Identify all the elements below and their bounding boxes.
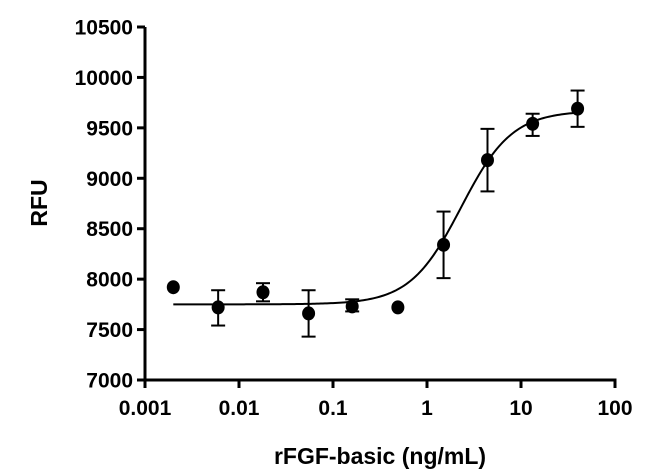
data-points-group (166, 101, 585, 321)
data-point (256, 285, 270, 300)
data-point (211, 300, 225, 315)
x-tick-label: 0.1 (318, 397, 348, 420)
x-tick-label: 0.001 (119, 397, 172, 420)
x-axis-title: rFGF-basic (ng/mL) (274, 443, 486, 469)
fit-curve (173, 111, 578, 306)
y-tick-label: 9000 (86, 168, 133, 191)
y-tick-label: 8500 (86, 218, 133, 241)
y-axis-title: RFU (26, 179, 52, 226)
y-tick-label: 7000 (86, 370, 133, 393)
data-point (526, 116, 540, 131)
data-point (166, 280, 180, 295)
x-tick-label: 100 (597, 397, 632, 420)
y-axis: 7000 7500 8000 8500 9000 9500 10000 10500 (75, 17, 147, 393)
data-point (345, 299, 359, 314)
data-point (571, 101, 585, 116)
y-tick-label: 10000 (75, 67, 133, 90)
data-point (302, 306, 316, 321)
x-axis: 0.001 0.01 0.1 1 10 100 (119, 378, 633, 420)
data-point (437, 237, 451, 252)
x-tick-label: 0.01 (219, 397, 260, 420)
y-tick-label: 7500 (86, 319, 133, 342)
y-tick-label: 9500 (86, 117, 133, 140)
y-tick-label: 10500 (75, 17, 133, 40)
data-point (391, 300, 405, 315)
fit-curve-group (173, 111, 578, 306)
x-tick-label: 1 (421, 397, 433, 420)
data-point (480, 153, 494, 168)
x-tick-label: 10 (509, 397, 532, 420)
y-tick-label: 8000 (86, 269, 133, 292)
